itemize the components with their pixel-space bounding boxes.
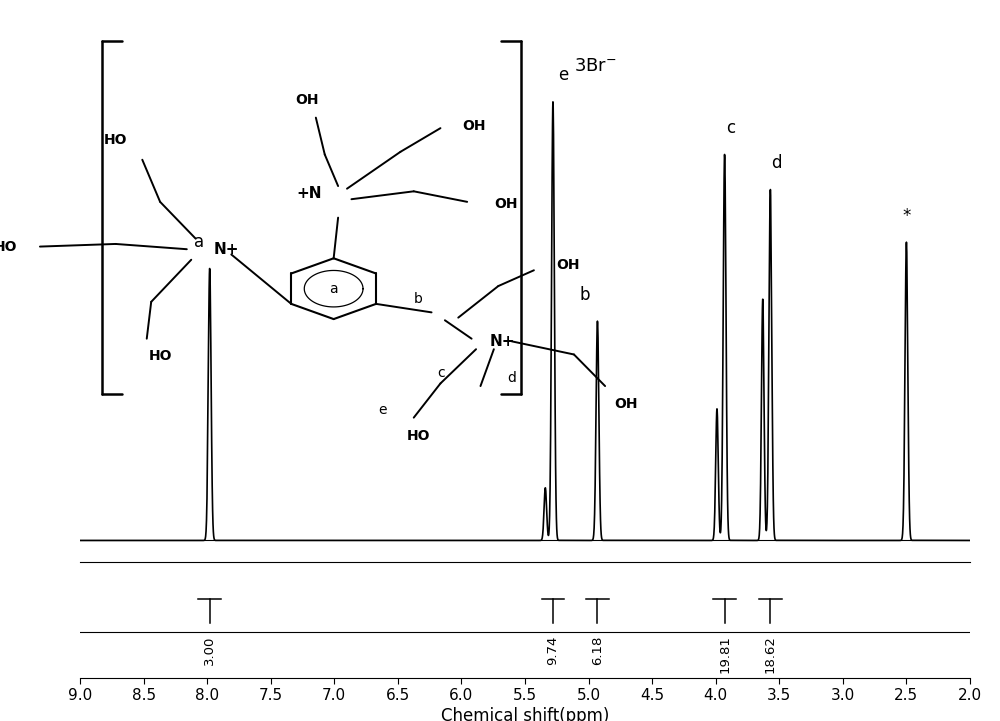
Text: N+: N+ — [213, 242, 239, 257]
Text: +N: +N — [297, 187, 322, 201]
Text: a: a — [329, 282, 338, 296]
X-axis label: Chemical shift(ppm): Chemical shift(ppm) — [441, 707, 609, 721]
Text: HO: HO — [0, 239, 18, 254]
Text: b: b — [580, 286, 590, 304]
Text: OH: OH — [556, 258, 580, 272]
Text: b: b — [414, 292, 423, 306]
Text: 3Br$^{-}$: 3Br$^{-}$ — [574, 57, 617, 75]
Text: c: c — [726, 119, 736, 137]
Text: 9.74: 9.74 — [546, 635, 559, 665]
Text: 18.62: 18.62 — [764, 635, 777, 673]
Text: OH: OH — [295, 93, 319, 107]
Text: c: c — [437, 366, 445, 380]
Text: OH: OH — [463, 118, 486, 133]
Text: d: d — [771, 154, 782, 172]
Text: 19.81: 19.81 — [718, 635, 731, 673]
Text: 3.00: 3.00 — [203, 635, 216, 665]
Text: *: * — [902, 207, 911, 225]
Text: HO: HO — [406, 429, 430, 443]
Text: HO: HO — [104, 133, 127, 146]
Text: e: e — [378, 403, 387, 417]
Text: e: e — [558, 66, 568, 84]
Text: HO: HO — [148, 349, 172, 363]
Text: N+: N+ — [489, 334, 515, 349]
Text: d: d — [507, 371, 516, 385]
Text: a: a — [194, 233, 205, 251]
Text: OH: OH — [494, 198, 517, 211]
Text: 6.18: 6.18 — [591, 635, 604, 665]
Text: OH: OH — [614, 397, 638, 410]
